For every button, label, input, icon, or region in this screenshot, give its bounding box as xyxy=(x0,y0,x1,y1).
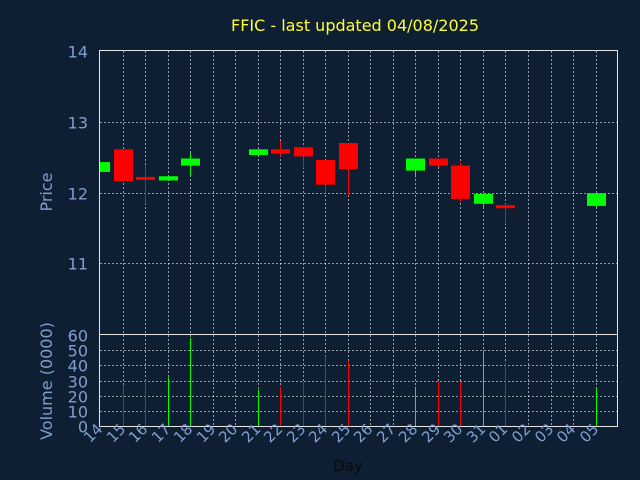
volume-tick-label: 30 xyxy=(68,373,88,392)
candle-body xyxy=(249,149,268,156)
price-tick-label: 13 xyxy=(68,114,88,133)
volume-tick-label: 60 xyxy=(68,327,88,346)
candle-body xyxy=(474,193,493,204)
volume-axis-label: Volume (0000) xyxy=(37,322,56,440)
price-tick-label: 11 xyxy=(68,255,88,274)
chart-title: FFIC - last updated 04/08/2025 xyxy=(231,16,479,35)
candle-body xyxy=(587,193,606,206)
candle-body xyxy=(159,176,178,181)
candle-body xyxy=(406,158,425,171)
price-grid xyxy=(100,51,617,334)
volume-tick-label: 10 xyxy=(68,403,88,422)
volume-bars xyxy=(123,338,597,426)
candle-body xyxy=(339,142,358,170)
price-tick-labels: 11 12 13 14 xyxy=(68,43,88,274)
x-tick-label: 05 xyxy=(576,420,602,446)
x-tick-labels: 1415161718192021222324252627282930310102… xyxy=(80,420,602,446)
volume-tick-label: 0 xyxy=(78,418,88,437)
candlesticks xyxy=(100,140,606,224)
price-axis-label: Price xyxy=(37,172,56,211)
price-tick-label: 14 xyxy=(68,43,88,62)
candle-body xyxy=(451,165,470,199)
candle-body xyxy=(316,159,335,185)
candle-body xyxy=(114,149,133,182)
candle-body xyxy=(136,176,155,180)
volume-tick-label: 20 xyxy=(68,388,88,407)
volume-tick-label: 40 xyxy=(68,357,88,376)
volume-panel-frame xyxy=(99,334,618,427)
price-tick-label: 12 xyxy=(68,185,88,204)
candle-body xyxy=(496,205,515,209)
volume-grid xyxy=(100,335,617,426)
candle-body xyxy=(100,162,110,172)
candle-body xyxy=(429,158,448,166)
candle-body xyxy=(181,158,200,166)
candle-body xyxy=(271,149,290,154)
volume-tick-label: 50 xyxy=(68,342,88,361)
price-panel-frame xyxy=(99,50,618,335)
candle-body xyxy=(294,147,313,157)
x-axis-label: Day xyxy=(333,457,363,475)
